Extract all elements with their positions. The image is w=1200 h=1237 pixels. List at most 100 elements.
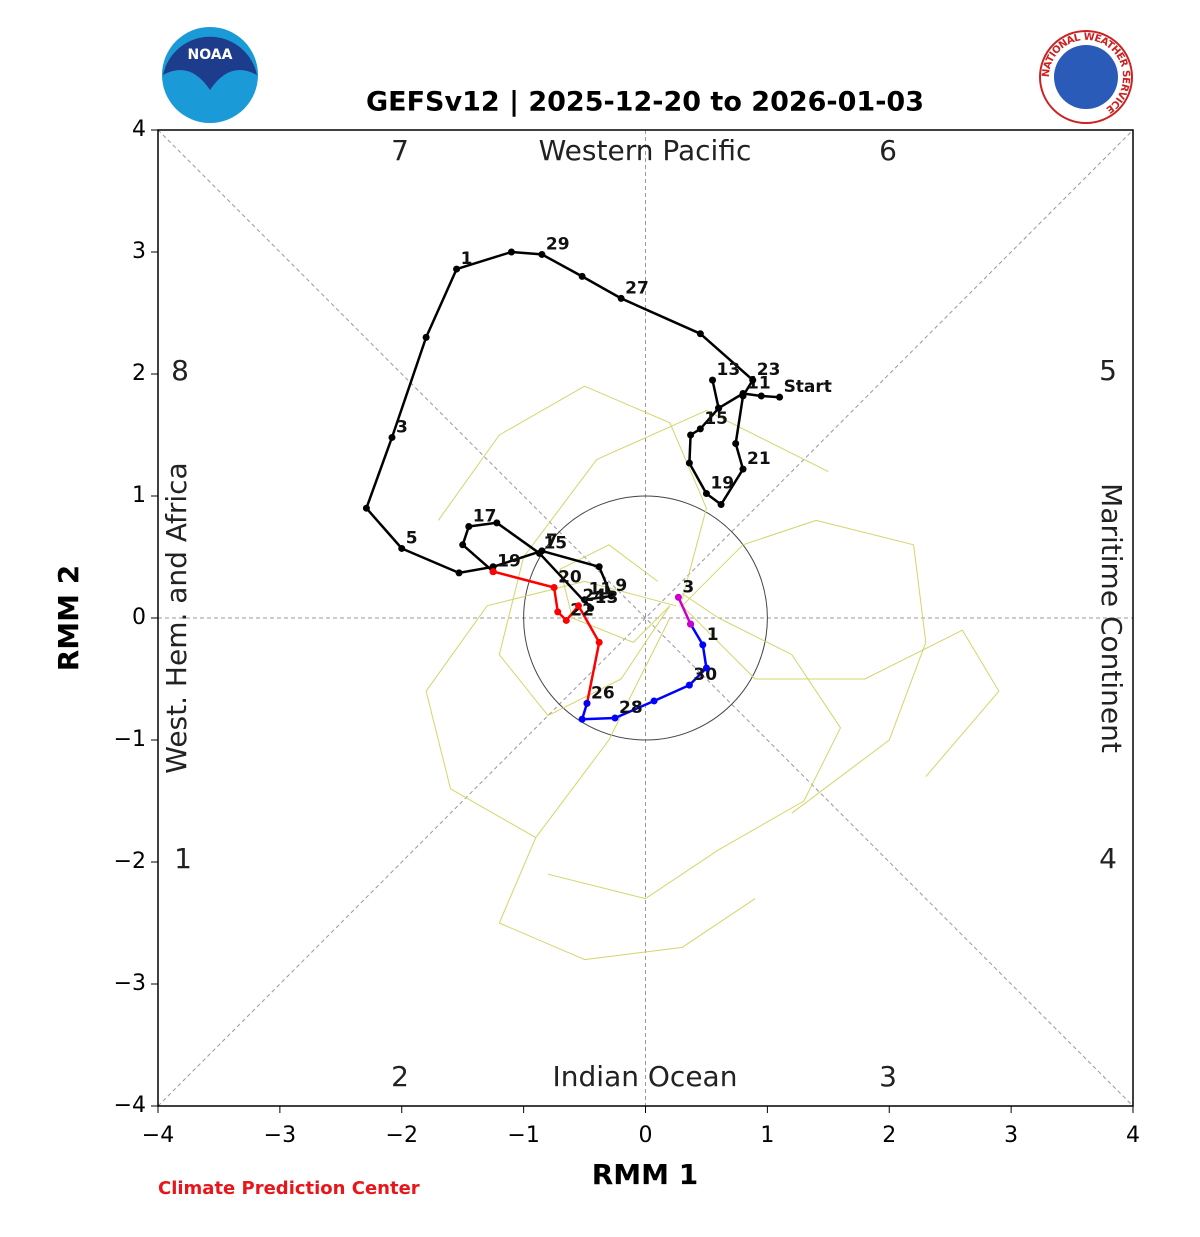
point-label: 19 [710,474,734,494]
track-point [749,376,757,384]
track-point [507,248,515,256]
point-label: 27 [625,278,649,298]
track-point [388,433,396,441]
track-point [702,664,710,672]
track-point [398,544,406,552]
y-tick-label: 0 [132,605,146,630]
track-line [365,250,780,610]
x-tick-label: −2 [386,1123,418,1148]
track-point [739,465,747,473]
track-line [677,596,692,625]
point-label: Start [784,377,832,397]
track-point [465,523,473,530]
x-tick-label: 1 [760,1123,774,1148]
x-tick-label: −4 [142,1123,174,1148]
phase-label: 1 [174,842,192,875]
plot-frame [157,129,1134,1107]
unit-circle [523,495,768,741]
track-point [709,376,717,384]
track-point [578,715,586,723]
track-point [489,563,497,571]
track-point [493,519,501,527]
point-label: 15 [704,409,728,429]
ensemble-line [681,519,927,814]
track-line [580,623,708,721]
ensemble-line [559,544,671,643]
chart-title: GEFSv12 | 2025-12-20 to 2026-01-03 [366,87,924,118]
track-point [776,393,784,401]
point-label: 28 [619,698,643,718]
point-label: 13 [717,360,741,380]
y-tick-label: 2 [132,361,146,386]
track-point [699,641,707,649]
track-point [607,592,615,600]
y-tick-label: −2 [114,849,146,874]
track-point [650,697,658,705]
y-tick-label: 1 [132,483,146,508]
point-label: 21 [747,449,771,469]
ensemble-line [437,385,707,600]
x-tick-label: 0 [639,1123,653,1148]
track-point [685,681,693,689]
source-label: Climate Prediction Center [158,1178,420,1199]
track-point [581,596,589,604]
track-point [687,431,695,439]
region-label: Western Pacific [539,134,752,167]
track-point [459,541,467,549]
x-tick-label: 4 [1126,1123,1140,1148]
track-point [685,459,693,467]
track-point [550,584,558,591]
ensemble-line [547,593,841,900]
phase-label: 3 [879,1060,897,1093]
ensemble-line [425,580,677,839]
point-label: 19 [497,552,521,572]
phase-label: 6 [879,134,897,167]
point-label: 5 [406,528,418,548]
track-point [583,699,591,707]
track-point [595,638,603,646]
y-tick-label: −3 [114,971,146,996]
region-label: West. Hem. and Africa [160,462,193,773]
track-point [617,294,625,302]
point-label: 1 [461,249,473,269]
ensemble-line [681,605,1000,777]
track-point [715,404,723,412]
point-label: 17 [473,507,497,527]
phase-label: 7 [391,134,409,167]
track-point [489,568,497,576]
track-point [587,604,595,612]
y-tick-label: 4 [132,117,146,142]
track-point [422,333,430,341]
track-point [611,714,619,722]
track-point [717,501,725,509]
track-point [578,272,586,280]
track-point [757,392,765,400]
point-label: 1 [707,625,719,645]
track-point [538,250,546,258]
nws-inner [1054,45,1118,109]
noaa-text: NOAA [188,47,233,63]
track-point [696,330,704,338]
track-point [696,425,704,433]
point-label: 23 [757,360,781,380]
x-tick-label: −1 [507,1123,539,1148]
track-point [674,593,682,601]
noaa-logo: NOAA [162,27,258,123]
track-point [574,602,582,610]
y-axis-label: RMM 2 [52,565,85,672]
y-tick-label: −1 [114,727,146,752]
track-point [455,569,463,577]
point-label: 13 [595,588,619,608]
point-label: 3 [682,577,694,597]
point-label: 29 [546,234,570,254]
point-label: 7 [546,531,558,551]
phase-label: 5 [1099,354,1117,387]
point-label: 9 [615,576,627,596]
nws-logo: NATIONAL WEATHER SERVICE [1039,30,1133,124]
point-label: 24 [582,586,606,606]
phase-label: 8 [171,354,189,387]
ensemble-line [498,410,829,717]
track-point [687,620,695,628]
